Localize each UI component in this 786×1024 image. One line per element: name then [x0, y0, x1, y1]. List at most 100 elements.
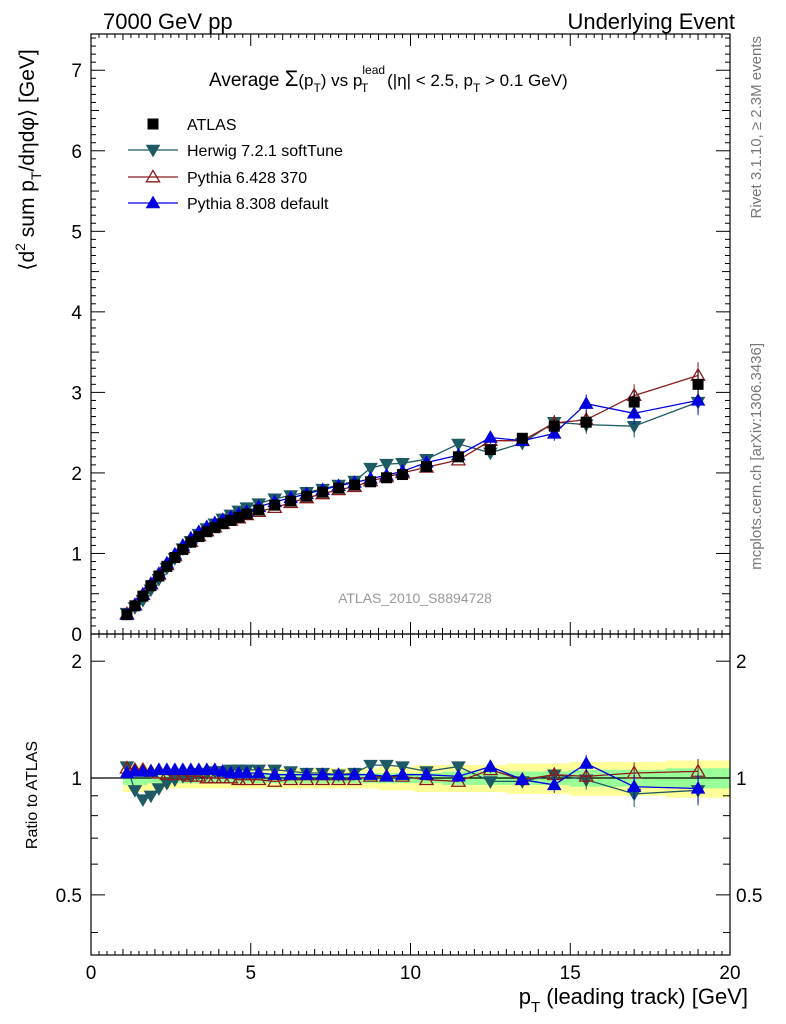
- data-point: [209, 522, 221, 534]
- data-point: [578, 396, 594, 409]
- y-tick-label: 4: [71, 303, 82, 324]
- data-point: [127, 785, 143, 798]
- data-point: [381, 472, 393, 484]
- legend-label: Pythia 8.308 default: [187, 196, 329, 213]
- data-point: [241, 508, 253, 520]
- data-point: [349, 479, 361, 491]
- data-point: [331, 767, 346, 780]
- data-point: [231, 771, 247, 786]
- legend-label: Pythia 6.428 370: [187, 170, 307, 187]
- data-point: [143, 790, 159, 804]
- data-point: [191, 768, 207, 782]
- data-point: [145, 580, 157, 592]
- series-line: [126, 401, 699, 614]
- data-point: [690, 781, 706, 794]
- data-point: [516, 432, 528, 444]
- data-point: [269, 499, 281, 511]
- y-tick-label: 3: [71, 383, 82, 404]
- legend-label: ATLAS: [187, 117, 237, 134]
- data-point: [363, 759, 378, 773]
- data-point: [239, 765, 255, 779]
- data-point: [301, 490, 313, 502]
- data-point: [483, 430, 498, 443]
- data-point: [451, 768, 466, 782]
- legend-item: Herwig 7.2.1 softTune: [128, 143, 343, 160]
- data-point: [626, 779, 642, 792]
- series-pythia-8-308-default: [119, 387, 706, 620]
- data-point: [578, 768, 594, 782]
- data-point: [266, 773, 283, 787]
- data-point: [690, 393, 706, 406]
- data-point: [451, 761, 466, 775]
- data-point: [145, 169, 161, 183]
- main-panel: 0 1 2 3 4 5 6 7: [71, 33, 731, 955]
- data-point: [283, 767, 298, 780]
- data-point: [129, 600, 141, 612]
- ratio-series-pythia-8-308-default: [119, 755, 706, 804]
- series-pythia-6-428-370: [119, 362, 706, 620]
- data-point: [185, 536, 197, 548]
- x-tick-label: 20: [719, 963, 740, 984]
- legend-item: ATLAS: [147, 117, 237, 134]
- analysis-id: ATLAS_2010_S8894728: [338, 590, 492, 606]
- data-point: [169, 551, 181, 563]
- data-point: [452, 451, 464, 463]
- ratio-y-tick-label: 1: [71, 769, 82, 790]
- data-point: [201, 526, 213, 538]
- x-tick-label: 5: [245, 963, 256, 984]
- data-point: [145, 195, 161, 209]
- data-point: [363, 767, 378, 780]
- data-point: [692, 378, 704, 390]
- data-point: [251, 771, 267, 786]
- data-point: [267, 767, 283, 780]
- data-point: [363, 462, 378, 476]
- data-point: [233, 511, 245, 523]
- data-point: [365, 476, 377, 488]
- x-tick-label: 10: [400, 963, 421, 984]
- data-point: [147, 118, 159, 130]
- data-point: [483, 776, 498, 789]
- chart-title: Average Σ(pT) vs plead T (|η| < 2.5, pT >…: [209, 63, 568, 95]
- side-mcplots: mcplots.cern.ch [arXiv:1306.3436]: [748, 343, 765, 570]
- y-tick-label: 0: [71, 625, 82, 646]
- data-point: [207, 762, 223, 776]
- ratio-y-tick-label-right: 1: [736, 769, 747, 790]
- ratio-frame: [90, 633, 731, 956]
- data-point: [546, 777, 562, 791]
- ratio-y-tick-label-right: 0.5: [736, 886, 762, 907]
- data-point: [419, 767, 434, 780]
- ratio-y-tick-label: 2: [71, 652, 82, 673]
- data-point: [379, 768, 394, 782]
- data-point: [251, 765, 267, 779]
- y-tick-label: 6: [71, 142, 82, 163]
- data-point: [207, 770, 223, 784]
- data-point: [451, 438, 466, 452]
- data-point: [153, 570, 165, 582]
- series-line: [126, 399, 699, 616]
- data-point: [484, 444, 496, 456]
- data-point: [379, 458, 394, 472]
- data-point: [395, 767, 410, 780]
- legend-item: Pythia 8.308 default: [128, 195, 329, 213]
- x-tick-label: 0: [86, 963, 97, 984]
- data-point: [317, 486, 329, 498]
- series-atlas: [121, 371, 704, 621]
- data-point: [145, 144, 161, 158]
- data-point: [215, 764, 231, 777]
- data-point: [483, 759, 498, 772]
- data-point: [420, 460, 432, 472]
- legend-label: Herwig 7.2.1 softTune: [187, 143, 343, 160]
- data-point: [199, 770, 215, 784]
- legend: ATLAS Herwig 7.2.1 softTune Pythia 6.428 3…: [128, 117, 343, 213]
- data-point: [253, 504, 265, 516]
- series-line: [126, 374, 699, 615]
- data-point: [333, 482, 345, 494]
- data-point: [239, 771, 255, 786]
- ratio-y-label: Ratio to ATLAS: [24, 741, 41, 849]
- data-point: [515, 772, 530, 785]
- side-rivet: Rivet 3.1.10, ≥ 2.3M events: [748, 36, 765, 219]
- data-point: [193, 531, 205, 543]
- data-point: [347, 767, 362, 780]
- data-point: [161, 560, 173, 572]
